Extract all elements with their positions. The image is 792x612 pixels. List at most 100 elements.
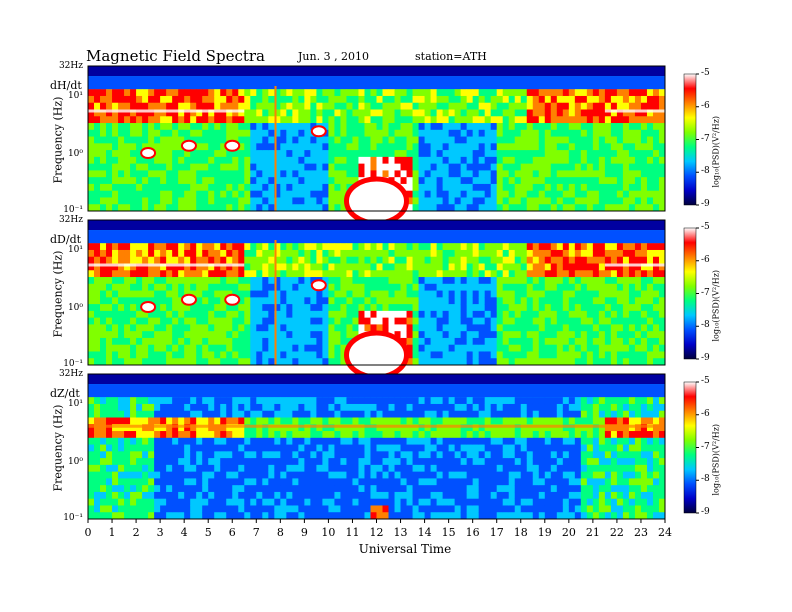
spectrogram-cell [598,358,606,366]
spectrogram-cell [202,310,209,319]
spectrogram-cell [634,358,642,366]
spectrogram-cell [130,451,137,459]
spectrogram-cell [130,290,137,298]
spectrogram-cell [304,485,311,493]
spectrogram-cell [136,89,143,97]
spectrogram-cell [226,129,233,137]
spectrogram-cell [598,310,606,319]
spectrogram-cell [622,297,630,305]
spectrogram-cell [94,170,101,178]
spectrogram-cell [238,431,245,439]
spectrogram-cell [316,270,323,278]
spectrogram-cell [484,410,492,418]
spectrogram-cell [454,249,462,258]
spectrogram-cell [112,458,119,466]
spectrogram-cell [292,512,299,520]
spectrogram-cell [484,512,492,520]
spectrogram-cell [364,491,371,500]
spectrogram-cell [280,190,287,198]
spectrogram-cell [562,437,570,445]
spectrogram-cell [538,102,546,110]
spectrogram-cell [118,204,125,212]
spectrogram-cell [448,403,456,412]
spectrogram-cell [376,170,383,178]
spectrogram-cell [226,505,233,513]
spectrogram-cell [568,491,576,500]
spectrogram-cell [448,263,456,271]
spectrogram-cell [394,170,401,178]
spectrogram-cell [136,344,143,352]
spectrogram-cell [394,304,401,312]
spectrogram-cell [400,471,407,479]
spectrogram-cell [94,512,101,520]
spectrogram-cell [148,95,155,104]
spectrogram-cell [112,451,119,459]
spectrogram-cell [154,190,161,198]
spectrogram-cell [622,197,630,205]
spectrogram-cell [202,150,209,158]
spectrogram-cell [346,270,353,278]
spectrogram-cell [322,256,329,264]
spectrogram-cell [418,283,425,291]
spectrogram-cell [616,143,624,151]
spectrogram-cell [190,397,197,405]
spectrogram-cell [574,95,582,104]
spectrogram-cell [112,123,119,131]
spectrogram-cell [454,451,462,459]
spectrogram-cell [142,170,149,178]
spectrogram-cell [598,95,606,104]
spectrogram-cell [262,331,269,339]
spectrogram-cell [124,263,131,271]
spectrogram-cell [208,351,215,359]
spectrogram-cell [298,283,305,291]
spectrogram-cell [130,89,137,97]
spectrogram-cell [496,485,504,493]
spectrogram-cell [514,136,522,144]
spectrogram-cell [226,337,233,346]
spectrogram-cell [364,256,371,264]
spectrogram-cell [424,464,431,473]
spectrogram-cell [496,143,504,151]
spectrogram-cell [466,424,474,432]
spectrogram-cell [502,150,510,158]
spectrogram-cell [112,109,119,117]
spectrogram-cell [622,116,630,124]
spectrogram-cell [514,283,522,291]
spectrogram-cell [586,331,594,339]
spectrogram-cell [484,136,492,144]
spectrogram-cell [616,102,624,110]
spectrogram-cell [520,109,528,117]
spectrogram-cell [154,512,161,520]
spectrogram-cell [172,358,179,366]
spectrogram-cell [580,297,588,305]
spectrogram-cell [364,431,371,439]
spectrogram-cell [412,410,419,418]
spectrogram-cell [550,351,558,359]
spectrogram-cell [316,344,323,352]
spectrogram-cell [460,249,468,258]
spectrogram-cell [490,150,498,158]
spectrogram-cell [472,437,480,445]
spectrogram-cell [142,344,149,352]
spectrogram-cell [508,270,516,278]
spectrogram-cell [538,270,546,278]
spectrogram-cell [574,129,582,137]
spectrogram-cell [328,451,335,459]
spectrogram-cell [424,170,431,178]
spectrogram-cell [268,143,275,151]
spectrogram-cell [166,498,173,506]
spectrogram-cell [100,95,107,104]
spectrogram-cell [568,498,576,506]
spectrogram-cell [442,458,450,466]
spectrogram-cell [454,95,462,104]
spectrogram-cell [508,358,516,366]
spectrogram-cell [472,197,480,205]
spectrogram-cell [166,204,173,212]
spectrogram-cell [250,143,257,151]
spectrogram-cell [274,249,281,258]
spectrogram-cell [142,505,149,513]
spectrogram-cell [520,337,528,346]
spectrogram-cell [520,344,528,352]
spectrogram-cell [406,270,413,278]
spectrogram-cell [610,304,618,312]
